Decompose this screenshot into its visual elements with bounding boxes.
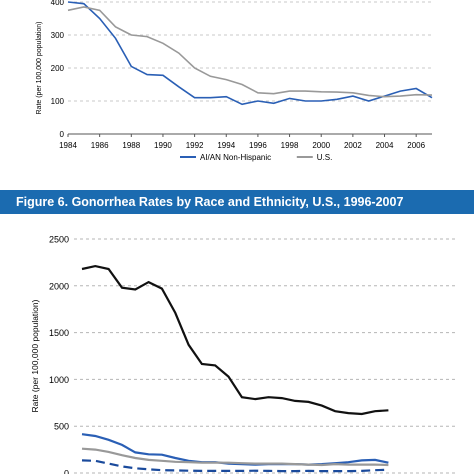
x-tick-label: 1986 xyxy=(91,141,109,150)
series-line xyxy=(81,264,389,416)
y-tick-label: 400 xyxy=(51,0,65,7)
y-tick-label: 0 xyxy=(64,469,69,474)
series-line xyxy=(67,1,433,106)
x-tick-label: 1990 xyxy=(154,141,172,150)
y-tick-label: 500 xyxy=(54,422,69,432)
y-axis-label: Rate (per 100,000 population) xyxy=(36,21,43,114)
chart-ai-an-vs-us: 0 100 200 300 400 1984 1986 1988 1990 1992 1994 199… xyxy=(36,0,433,162)
series-line xyxy=(81,459,389,473)
x-tick-label: 1998 xyxy=(281,141,299,150)
y-tick-label: 100 xyxy=(51,97,65,106)
y-tick-label: 2000 xyxy=(49,281,69,291)
legend-entry: U.S. xyxy=(317,153,333,162)
y-tick-label: 0 xyxy=(60,130,65,139)
series-line xyxy=(81,447,389,467)
x-tick-label: 1996 xyxy=(249,141,267,150)
y-tick-label: 1500 xyxy=(49,328,69,338)
y-tick-label: 200 xyxy=(51,64,65,73)
y-axis-label: Rate (per 100,000 population) xyxy=(30,299,40,412)
y-tick-label: 1000 xyxy=(49,375,69,385)
chart-gonorrhea-race-ethnicity: 0 500 1000 1500 2000 2500 Rate (per 100,000 po… xyxy=(30,235,455,474)
series-line xyxy=(67,6,433,98)
legend-entry: AI/AN Non-Hispanic xyxy=(200,153,271,162)
x-tick-label: 2002 xyxy=(344,141,362,150)
x-tick-label: 2000 xyxy=(312,141,330,150)
x-tick-label: 2004 xyxy=(376,141,394,150)
x-tick-label: 2006 xyxy=(407,141,425,150)
x-tick-label: 1988 xyxy=(122,141,140,150)
y-tick-label: 300 xyxy=(51,31,65,40)
y-tick-label: 2500 xyxy=(49,235,69,245)
x-tick-label: 1992 xyxy=(186,141,204,150)
series-line xyxy=(81,433,389,466)
x-tick-label: 1984 xyxy=(59,141,77,150)
figure-6-title-banner: Figure 6. Gonorrhea Rates by Race and Et… xyxy=(0,190,474,214)
x-tick-label: 1994 xyxy=(217,141,235,150)
